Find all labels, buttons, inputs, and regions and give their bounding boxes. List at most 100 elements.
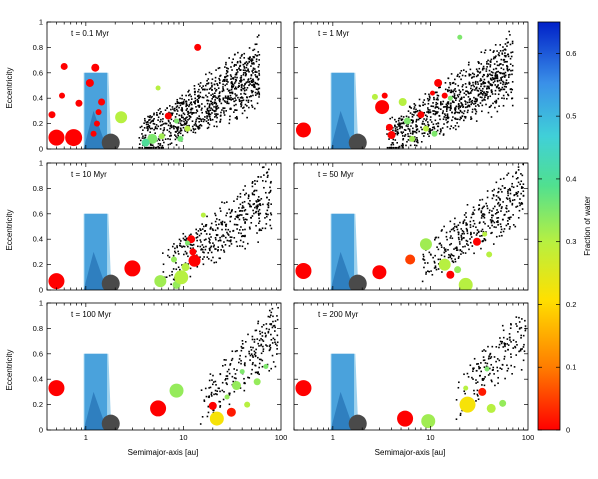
test-particle <box>456 228 459 231</box>
test-particle <box>240 362 242 365</box>
test-particle <box>454 107 456 109</box>
test-particle <box>230 88 233 91</box>
test-particle <box>249 83 251 85</box>
test-particle <box>511 88 514 91</box>
test-particle <box>273 324 276 327</box>
test-particle <box>256 102 259 105</box>
test-particle <box>460 236 463 238</box>
test-particle <box>521 348 523 350</box>
colorbar-tick-label: 0.1 <box>566 363 576 372</box>
test-particle <box>432 113 435 115</box>
test-particle <box>407 123 409 126</box>
test-particle <box>491 210 493 212</box>
embryo-marker <box>295 262 312 279</box>
test-particle <box>479 102 482 104</box>
test-particle <box>261 339 264 341</box>
test-particle <box>251 63 253 65</box>
test-particle <box>496 60 498 63</box>
test-particle <box>185 109 188 111</box>
test-particle <box>233 377 236 379</box>
test-particle <box>259 333 262 335</box>
test-particle <box>208 88 211 90</box>
test-particle <box>469 91 472 94</box>
test-particle <box>238 100 241 103</box>
test-particle <box>463 236 465 239</box>
test-particle <box>149 127 152 130</box>
test-particle <box>522 334 525 337</box>
test-particle <box>486 88 488 90</box>
test-particle <box>483 78 486 81</box>
test-particle <box>242 107 244 109</box>
test-particle <box>506 41 509 44</box>
test-particle <box>483 384 486 387</box>
test-particle <box>510 353 512 355</box>
test-particle <box>195 109 198 111</box>
test-particle <box>148 119 150 121</box>
test-particle <box>495 74 498 77</box>
test-particle <box>496 211 498 214</box>
test-particle <box>520 180 523 183</box>
test-particle <box>412 127 414 130</box>
test-particle <box>177 122 180 124</box>
test-particle <box>235 223 238 226</box>
test-particle <box>242 72 245 74</box>
test-particle <box>437 122 440 125</box>
test-particle <box>440 101 442 103</box>
embryo-marker <box>141 138 150 147</box>
test-particle <box>202 88 205 91</box>
test-particle <box>240 235 243 238</box>
test-particle <box>416 140 418 143</box>
test-particle <box>489 60 492 63</box>
test-particle <box>489 49 492 51</box>
test-particle <box>236 195 239 198</box>
test-particle <box>201 111 204 114</box>
embryo-marker <box>48 111 56 119</box>
test-particle <box>179 97 181 100</box>
test-particle <box>242 234 244 237</box>
test-particle <box>177 250 179 253</box>
test-particle <box>522 190 525 192</box>
test-particle <box>498 89 501 92</box>
test-particle <box>511 185 513 188</box>
test-particle <box>205 245 207 248</box>
test-particle <box>494 72 497 74</box>
test-particle <box>235 240 238 243</box>
test-particle <box>430 270 432 272</box>
test-particle <box>206 108 209 111</box>
test-particle <box>212 93 214 95</box>
test-particle <box>446 115 449 118</box>
test-particle <box>400 131 403 133</box>
test-particle <box>415 120 418 123</box>
test-particle <box>474 89 476 91</box>
test-particle <box>413 111 415 113</box>
test-particle <box>228 97 230 99</box>
test-particle <box>499 50 502 52</box>
test-particle <box>248 350 250 353</box>
test-particle <box>187 91 189 93</box>
test-particle <box>230 236 233 239</box>
test-particle <box>234 93 237 95</box>
test-particle <box>488 85 490 88</box>
test-particle <box>243 382 246 385</box>
test-particle <box>260 352 263 355</box>
embryo-marker <box>397 410 414 427</box>
test-particle <box>240 105 242 108</box>
test-particle <box>239 196 242 198</box>
test-particle <box>251 335 254 338</box>
test-particle <box>493 50 495 52</box>
test-particle <box>508 68 511 71</box>
test-particle <box>264 227 267 230</box>
test-particle <box>498 343 501 346</box>
test-particle <box>216 390 219 392</box>
test-particle <box>449 220 452 223</box>
test-particle <box>492 81 495 84</box>
test-particle <box>468 61 470 64</box>
test-particle <box>445 235 448 238</box>
test-particle <box>484 350 487 352</box>
test-particle <box>412 119 414 122</box>
test-particle <box>433 261 436 264</box>
test-particle <box>504 49 507 51</box>
test-particle <box>220 221 222 224</box>
test-particle <box>482 87 484 90</box>
test-particle <box>411 130 414 133</box>
